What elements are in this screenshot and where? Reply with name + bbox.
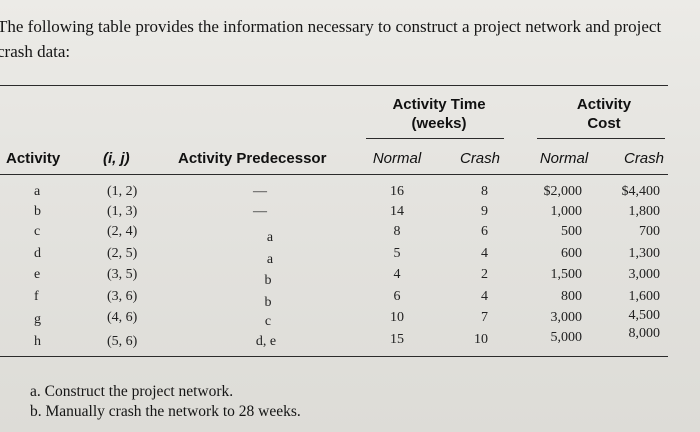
cell-cost-normal: 1,000 — [550, 204, 583, 219]
cell-time-normal: 4 — [393, 267, 401, 282]
cell-activity: d — [34, 246, 41, 261]
cell-time-crash: 4 — [481, 246, 488, 261]
cell-cost-normal: 5,000 — [550, 330, 583, 345]
header-activity-cost-line2: Cost — [587, 115, 621, 132]
cell-cost-normal: 800 — [561, 289, 582, 304]
cell-cost-crash: 1,600 — [628, 289, 661, 304]
col-header-activity: Activity — [6, 150, 61, 167]
cell-time-crash: 8 — [481, 184, 488, 199]
cell-cost-crash: 700 — [639, 224, 660, 239]
cell-activity: b — [34, 204, 41, 219]
cell-predecessor: — — [253, 204, 267, 219]
cell-cost-crash: 3,000 — [628, 267, 661, 282]
cell-time-crash: 7 — [481, 310, 488, 325]
col-header-predecessor: Activity Predecessor — [178, 150, 327, 167]
cost-group-underline — [537, 138, 665, 139]
header-activity-time-line2: (weeks) — [411, 115, 467, 132]
header-bottom-rule — [0, 174, 668, 175]
table-top-rule — [0, 85, 668, 86]
cell-predecessor: d, e — [255, 334, 277, 349]
cell-ij: (2, 5) — [107, 246, 138, 261]
table-row: c (2, 4) a 8 6 500 700 — [0, 223, 668, 245]
cell-time-normal: 15 — [390, 332, 404, 347]
cell-ij: (1, 2) — [107, 184, 138, 199]
cell-predecessor: — — [253, 184, 267, 199]
table-row: a (1, 2) — 16 8 $2,000 $4,400 — [0, 183, 668, 203]
header-activity-cost: Activity Cost — [544, 95, 664, 133]
time-group-underline — [366, 138, 504, 139]
cell-activity: c — [34, 224, 41, 239]
header-activity-cost-line1: Activity — [576, 96, 632, 113]
col-header-time-crash: Crash — [459, 150, 500, 167]
cell-ij: (4, 6) — [107, 310, 138, 325]
cell-time-normal: 16 — [390, 184, 404, 199]
cell-cost-crash: 4,500 — [628, 308, 661, 323]
cell-cost-normal: 3,000 — [550, 310, 583, 325]
header-activity-time: Activity Time (weeks) — [374, 95, 504, 133]
col-header-cost-crash: Crash — [623, 150, 664, 167]
table-row: b (1, 3) — 14 9 1,000 1,800 — [0, 203, 668, 223]
table-row: g (4, 6) c 10 7 3,000 4,500 — [0, 308, 668, 329]
cell-time-normal: 14 — [390, 204, 404, 219]
questions-list: a. Construct the project network. b. Man… — [30, 382, 301, 422]
cell-ij: (3, 5) — [107, 267, 138, 282]
cell-activity: g — [34, 312, 41, 327]
table-row: h (5, 6) d, e 15 10 5,000 8,000 — [0, 326, 668, 349]
cell-activity: a — [34, 184, 41, 199]
cell-cost-crash: 8,000 — [628, 326, 661, 341]
cell-cost-normal: 600 — [561, 246, 582, 261]
col-header-cost-normal: Normal — [539, 150, 589, 167]
table-row: d (2, 5) a 5 4 600 1,300 — [0, 245, 668, 267]
cell-cost-crash: 1,800 — [628, 204, 661, 219]
table-row: e (3, 5) b 4 2 1,500 3,000 — [0, 266, 668, 288]
header-activity-time-line1: Activity Time — [392, 96, 486, 113]
cell-cost-crash: $4,400 — [621, 184, 661, 199]
cell-predecessor: b — [264, 273, 272, 288]
question-b: b. Manually crash the network to 28 week… — [30, 403, 301, 420]
cell-predecessor: a — [266, 252, 274, 267]
cell-predecessor: b — [264, 295, 272, 310]
cell-cost-normal: 500 — [561, 224, 582, 239]
cell-predecessor: a — [266, 230, 274, 245]
question-a: a. Construct the project network. — [30, 383, 234, 400]
cell-cost-normal: $2,000 — [543, 184, 583, 199]
intro-paragraph: The following table provides the informa… — [0, 17, 662, 61]
cell-time-normal: 10 — [390, 310, 404, 325]
cell-time-normal: 5 — [393, 246, 401, 261]
cell-time-normal: 6 — [393, 289, 401, 304]
cell-time-crash: 2 — [481, 267, 488, 282]
cell-cost-crash: 1,300 — [628, 246, 661, 261]
cell-activity: f — [34, 289, 39, 304]
cell-time-crash: 10 — [474, 332, 488, 347]
cell-activity: h — [34, 334, 41, 349]
cell-ij: (1, 3) — [107, 204, 138, 219]
table-row: f (3, 6) b 6 4 800 1,600 — [0, 288, 668, 310]
table-bottom-rule — [0, 356, 668, 357]
cell-time-crash: 6 — [481, 224, 488, 239]
cell-time-crash: 4 — [481, 289, 488, 304]
col-header-ij: (i, j) — [103, 150, 130, 167]
cell-predecessor: c — [264, 314, 272, 329]
cell-ij: (5, 6) — [107, 334, 138, 349]
cell-ij: (3, 6) — [107, 289, 138, 304]
cell-time-normal: 8 — [393, 224, 401, 239]
cell-ij: (2, 4) — [107, 224, 138, 239]
cell-time-crash: 9 — [481, 204, 488, 219]
cell-activity: e — [34, 267, 41, 282]
col-header-time-normal: Normal — [372, 150, 422, 167]
cell-cost-normal: 1,500 — [550, 267, 583, 282]
